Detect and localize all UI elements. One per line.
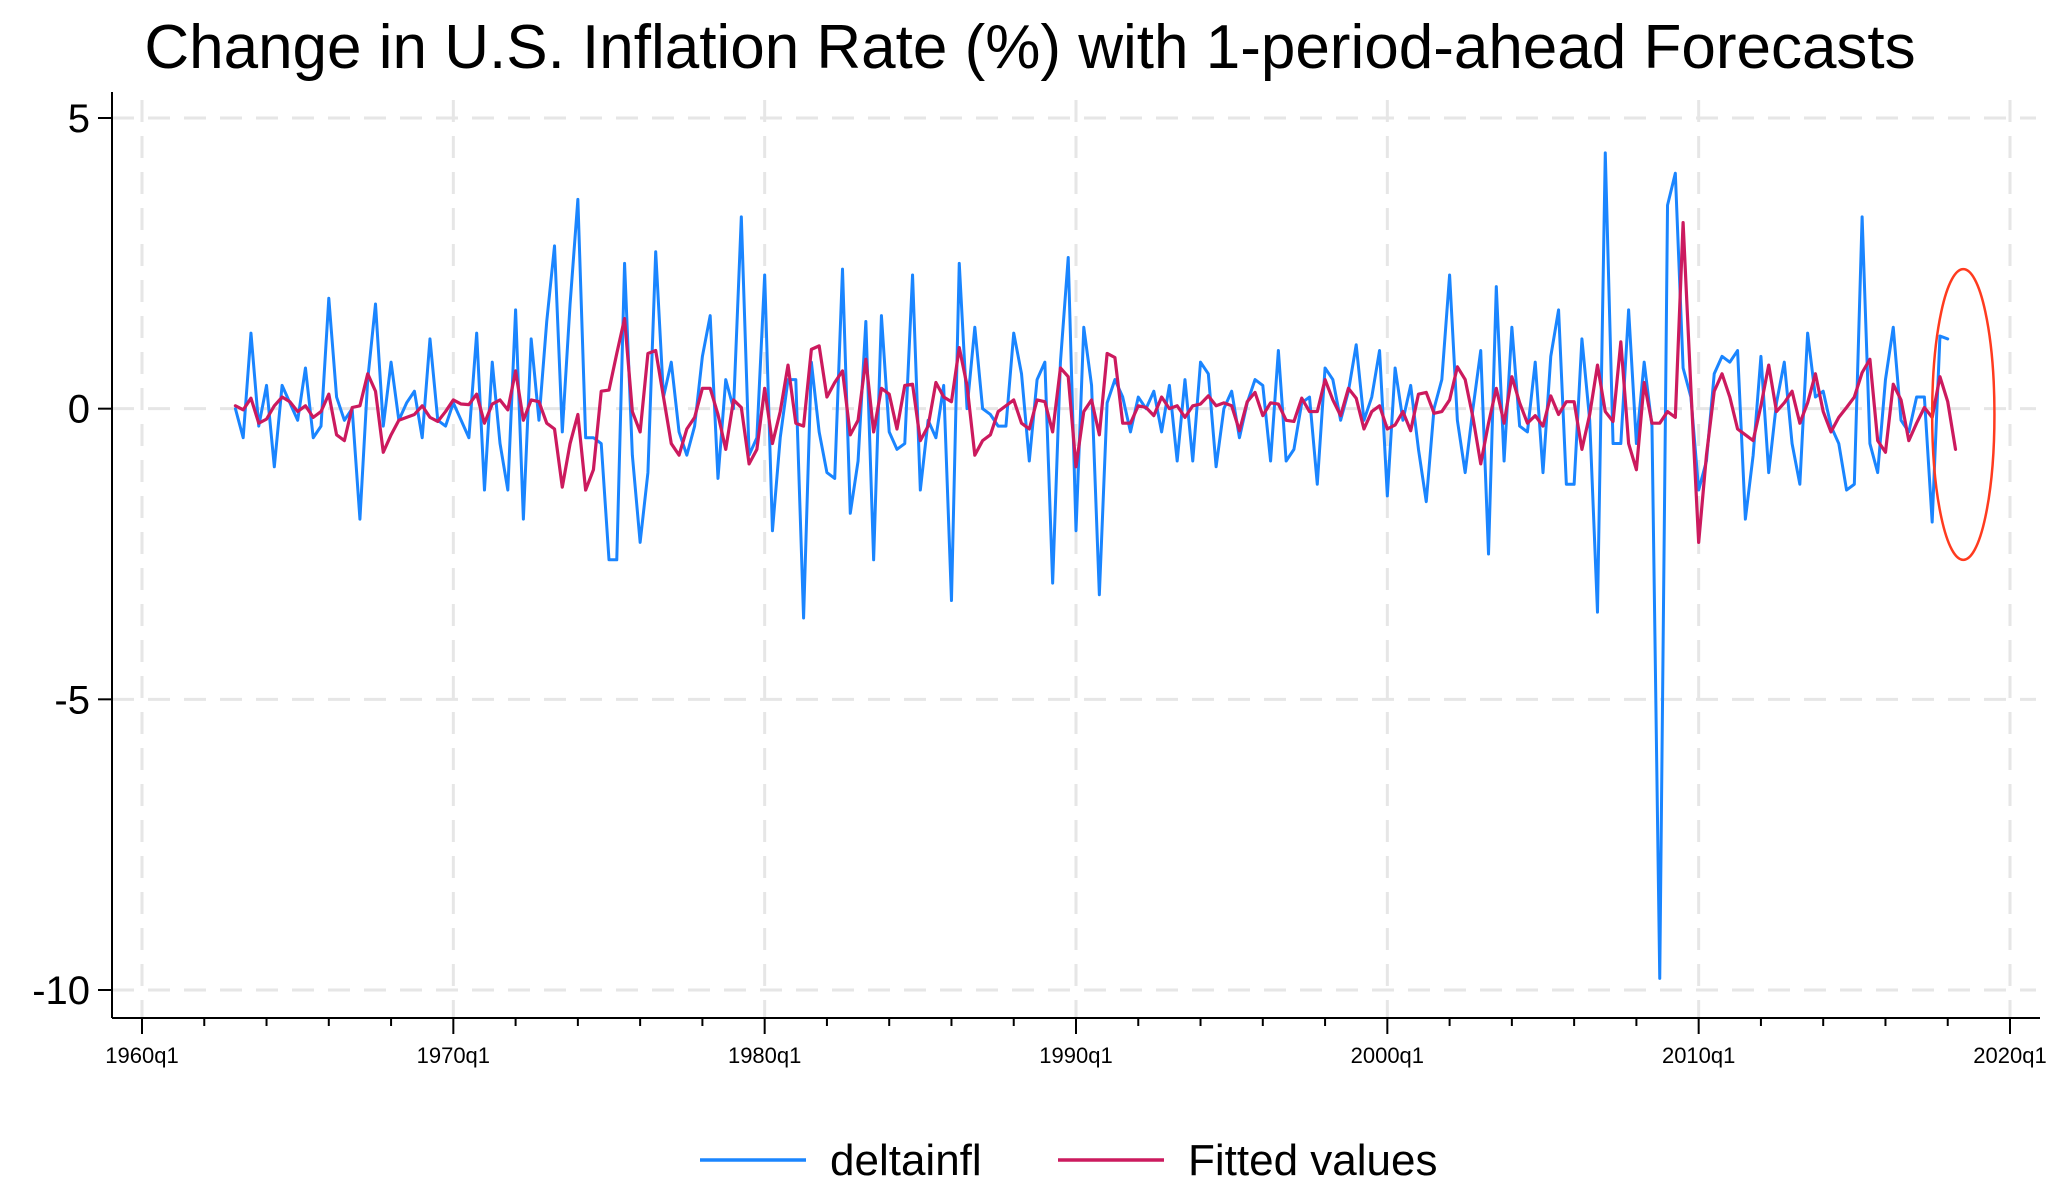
- legend-item: deltainfl: [700, 1136, 982, 1185]
- plot-area: [112, 92, 2040, 1018]
- x-tick-label: 2020q1: [1973, 1043, 2046, 1068]
- x-tick-label: 1970q1: [417, 1043, 490, 1068]
- x-tick-label: 1980q1: [728, 1043, 801, 1068]
- annotation-layer: [1930, 267, 1996, 562]
- highlight-ellipse: [1930, 267, 1996, 562]
- series-layer: [233, 151, 1958, 980]
- legend-label: Fitted values: [1188, 1136, 1437, 1185]
- y-tick-label: 5: [68, 97, 90, 141]
- series-line-fitted-values: [233, 221, 1958, 544]
- y-tick-label: 0: [68, 388, 90, 432]
- y-tick-label: -10: [32, 969, 90, 1013]
- series-line-deltainfl: [233, 151, 1950, 980]
- chart-title: Change in U.S. Inflation Rate (%) with 1…: [144, 13, 1915, 82]
- x-tick-label: 2000q1: [1351, 1043, 1424, 1068]
- x-tick-label: 2010q1: [1662, 1043, 1735, 1068]
- x-tick-label: 1960q1: [105, 1043, 178, 1068]
- legend-item: Fitted values: [1058, 1136, 1437, 1185]
- grid-layer: [112, 92, 2040, 1018]
- y-tick-label: -5: [54, 678, 90, 722]
- legend-label: deltainfl: [830, 1136, 982, 1185]
- legend: deltainfl Fitted values: [700, 1136, 1437, 1185]
- x-tick-label: 1990q1: [1039, 1043, 1112, 1068]
- axes-layer: 5 0 -5 -10 1960q1 1970q1 1980q1 1990q1 2000q1 201…: [32, 92, 2047, 1068]
